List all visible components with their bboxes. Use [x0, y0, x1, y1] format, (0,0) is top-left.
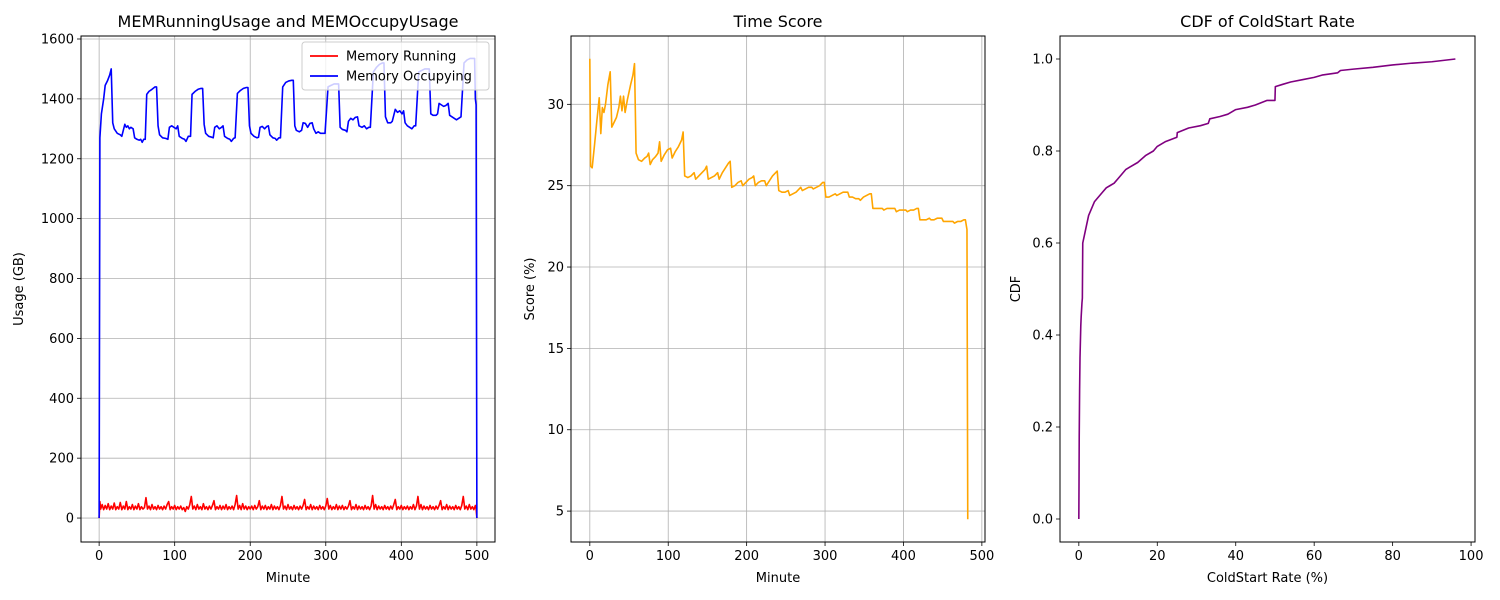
y-tick-label: 0.8 — [1032, 145, 1053, 160]
x-tick-label: 0 — [1075, 549, 1083, 564]
x-tick-label: 80 — [1384, 549, 1401, 564]
legend-box — [301, 41, 490, 91]
x-tick-label: 300 — [313, 549, 338, 564]
x-tick-label: 400 — [891, 549, 916, 564]
y-axis-label: CDF — [1009, 276, 1024, 303]
y-tick-label: 0.2 — [1032, 421, 1053, 436]
x-tick-label: 100 — [656, 549, 681, 564]
y-tick-label: 1000 — [41, 212, 74, 227]
y-axis-label: Usage (GB) — [12, 252, 27, 326]
chart-title: MEMRunningUsage and MEMOccupyUsage — [118, 12, 459, 31]
x-tick-label: 200 — [734, 549, 759, 564]
x-tick-label: 400 — [389, 549, 414, 564]
y-tick-label: 30 — [547, 98, 564, 113]
chart-3: 0 20 40 60 80 100 0.0 0.2 0.4 0.6 0.8 1.0 CDF of Col… — [1009, 12, 1483, 586]
y-tick-label: 400 — [49, 392, 74, 407]
y-tick-label: 1400 — [41, 92, 74, 107]
y-tick-label: 0.0 — [1032, 513, 1053, 528]
x-tick-label: 0 — [586, 549, 594, 564]
x-tick-label: 100 — [162, 549, 187, 564]
legend-entry-label: Memory Occupying — [346, 70, 472, 85]
chart-title: Time Score — [732, 12, 822, 31]
y-tick-label: 10 — [547, 423, 564, 438]
x-tick-label: 500 — [969, 549, 994, 564]
x-axis-label: Minute — [266, 571, 310, 586]
y-tick-label: 1200 — [41, 152, 74, 167]
chart-title: CDF of ColdStart Rate — [1180, 12, 1355, 31]
y-tick-label: 25 — [547, 179, 564, 194]
y-axis-label: Score (%) — [523, 257, 538, 320]
x-tick-label: 0 — [95, 549, 103, 564]
x-tick-label: 500 — [464, 549, 489, 564]
x-tick-label: 40 — [1227, 549, 1244, 564]
legend-entry-label: Memory Running — [346, 50, 456, 65]
plot-frame — [80, 35, 496, 543]
x-tick-label: 20 — [1149, 549, 1166, 564]
series-line-1 — [589, 58, 969, 520]
chart-2: 0 100 200 300 400 500 5 10 15 20 25 30 Time Score Min… — [523, 12, 994, 586]
y-tick-label: 0 — [66, 512, 74, 527]
series-line-1 — [1078, 58, 1456, 520]
y-tick-label: 1.0 — [1032, 53, 1053, 68]
x-axis-label: ColdStart Rate (%) — [1207, 571, 1328, 586]
x-axis-label: Minute — [756, 571, 800, 586]
y-tick-label: 800 — [49, 272, 74, 287]
y-tick-label: 200 — [49, 452, 74, 467]
y-tick-label: 5 — [556, 505, 564, 520]
legend: Memory Running Memory Occupying — [301, 41, 490, 91]
y-tick-label: 0.6 — [1032, 237, 1053, 252]
x-tick-label: 100 — [1459, 549, 1484, 564]
plot-frame — [570, 35, 986, 543]
y-tick-label: 600 — [49, 332, 74, 347]
x-tick-label: 200 — [238, 549, 263, 564]
y-tick-label: 20 — [547, 261, 564, 276]
y-tick-label: 15 — [547, 342, 564, 357]
plot-frame — [1059, 35, 1476, 543]
chart-1: 0 100 200 300 400 500 0 200 400 600 800 1000 1200 140… — [12, 12, 496, 586]
series-line-memory-occupying — [98, 57, 478, 519]
y-tick-label: 0.4 — [1032, 329, 1053, 344]
y-tick-label: 1600 — [41, 32, 74, 47]
x-tick-label: 300 — [813, 549, 838, 564]
x-tick-label: 60 — [1306, 549, 1323, 564]
series-line-memory-running — [98, 494, 478, 519]
